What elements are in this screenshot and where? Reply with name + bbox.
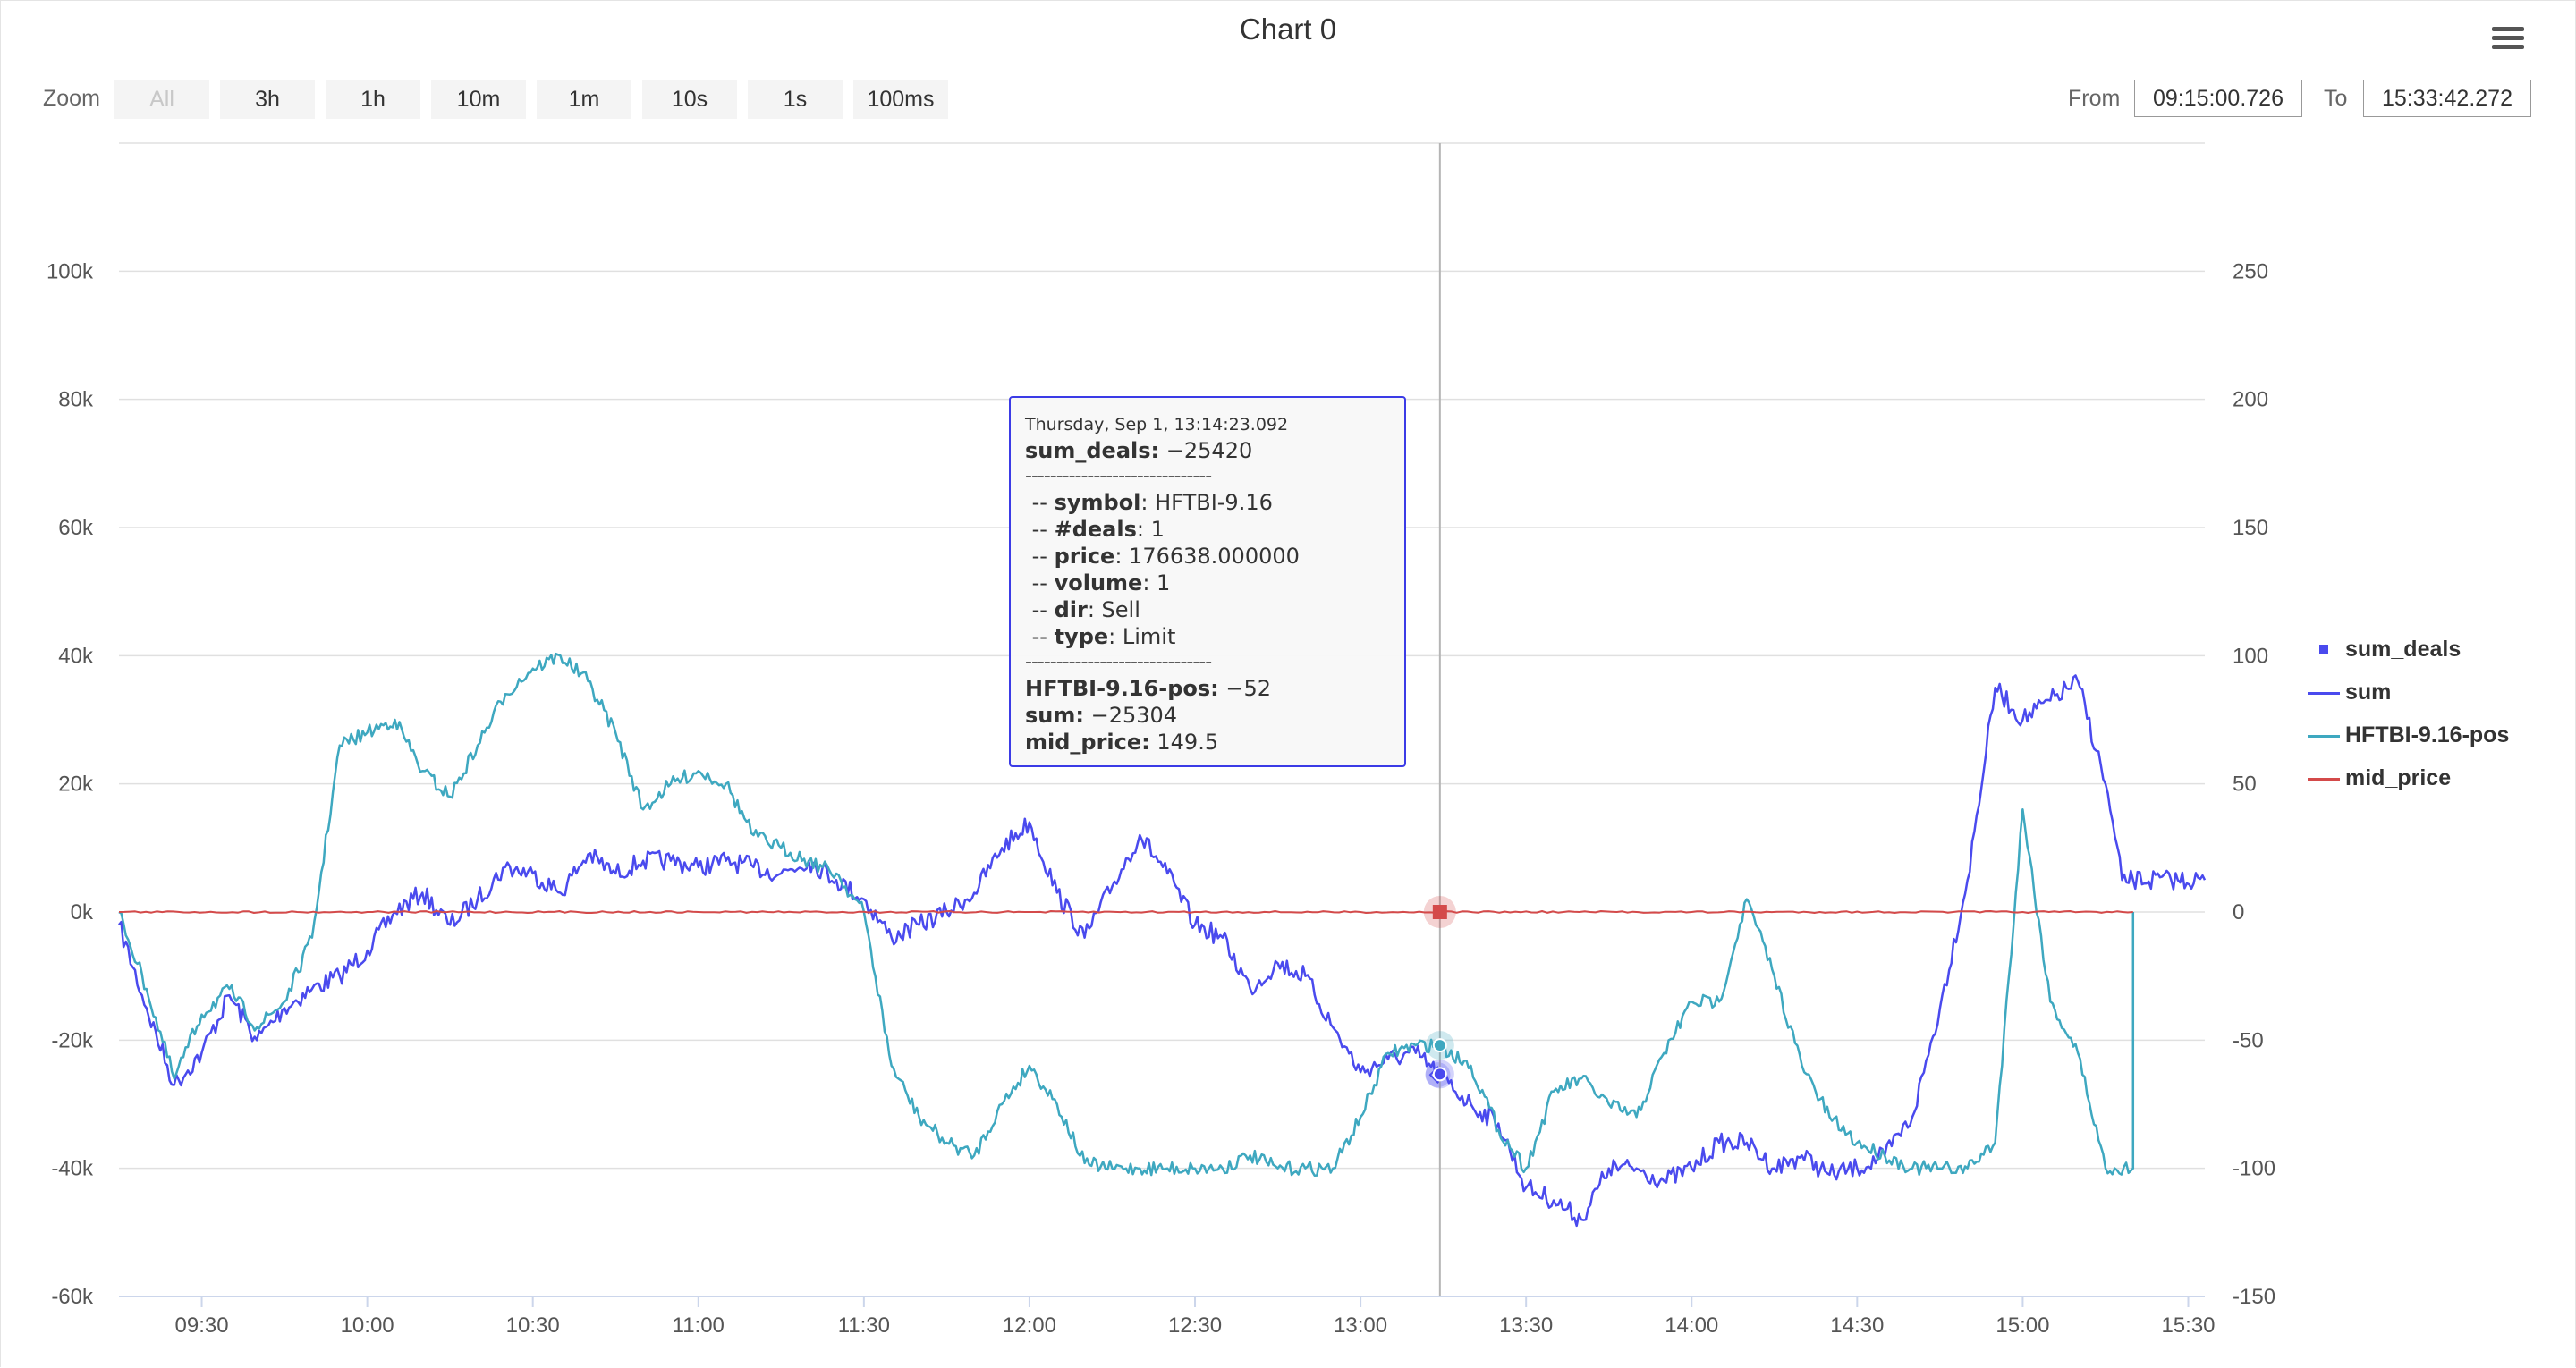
legend-label: mid_price <box>2345 765 2452 790</box>
tooltip-footer-value: −52 <box>1218 676 1272 701</box>
legend-label: sum_deals <box>2345 637 2462 662</box>
x-tick-label: 09:30 <box>175 1313 229 1338</box>
tooltip-field-value: : 1 <box>1142 570 1171 595</box>
legend-square-icon <box>2319 645 2328 654</box>
hamburger-menu-icon[interactable] <box>2492 27 2524 52</box>
legend-item-hftbi-9-16-pos[interactable]: HFTBI-9.16-pos <box>2308 719 2567 755</box>
y-right-tick-label: 0 <box>2233 900 2244 925</box>
tooltip-field-price: -- price: 176638.000000 <box>1025 544 1300 569</box>
y-right-tick-label: 50 <box>2233 773 2257 797</box>
tooltip-field-symbol: -- symbol: HFTBI-9.16 <box>1025 490 1273 515</box>
tooltip-footer-item: sum: −25304 <box>1025 702 1390 729</box>
tooltip-sum-deals-value: −25420 <box>1159 438 1253 463</box>
y-left-tick-label: 60k <box>58 516 94 540</box>
tooltip-field-label: type <box>1054 624 1109 649</box>
tooltip-field-value: : 176638.000000 <box>1114 544 1300 569</box>
zoom-label: Zoom <box>43 86 100 111</box>
tooltip-field-deals: -- #deals: 1 <box>1025 517 1165 542</box>
x-tick-label: 11:30 <box>838 1313 890 1338</box>
y-left-tick-label: -20k <box>51 1028 94 1052</box>
tooltip-footer-item: HFTBI-9.16-pos: −52 <box>1025 675 1390 702</box>
x-tick-label: 11:00 <box>673 1313 724 1338</box>
tooltip-field-dir: -- dir: Sell <box>1025 597 1140 622</box>
tooltip-footer-label: sum: <box>1025 703 1084 728</box>
y-left-tick-label: -40k <box>51 1157 94 1181</box>
zoom-button-3h[interactable]: 3h <box>220 80 315 119</box>
x-tick-label: 14:30 <box>1830 1313 1884 1338</box>
tooltip-date: Thursday, Sep 1, 13:14:23.092 <box>1025 415 1289 435</box>
zoom-button-10s[interactable]: 10s <box>642 80 737 119</box>
y-right-tick-label: -150 <box>2233 1285 2275 1309</box>
series-line-sum <box>118 674 2207 1228</box>
tooltip-field-label: symbol <box>1054 490 1141 515</box>
y-right-tick-label: 100 <box>2233 644 2268 668</box>
sum-point <box>1432 1067 1447 1082</box>
chart-title: Chart 0 <box>1239 13 1337 46</box>
x-tick-label: 13:30 <box>1499 1313 1553 1338</box>
tooltip-field-value: : 1 <box>1136 517 1165 542</box>
legend-label: sum <box>2345 680 2392 705</box>
y-right-tick-label: 200 <box>2233 388 2268 412</box>
legend-item-sum-deals[interactable]: sum_deals <box>2308 633 2567 669</box>
x-tick-label: 15:00 <box>1996 1313 2049 1338</box>
y-left-tick-label: 20k <box>58 773 94 797</box>
y-left-tick-label: 80k <box>58 388 94 412</box>
y-left-tick-label: 100k <box>47 259 94 283</box>
tooltip-field-label: volume <box>1054 570 1143 595</box>
y-right-tick-label: -50 <box>2233 1028 2264 1052</box>
x-tick-label: 12:30 <box>1168 1313 1222 1338</box>
x-tick-label: 13:00 <box>1334 1313 1387 1338</box>
y-left-tick-label: 0k <box>71 900 94 925</box>
x-tick-label: 10:00 <box>341 1313 394 1338</box>
x-tick-label: 10:30 <box>506 1313 560 1338</box>
tooltip-field-type: -- type: Limit <box>1025 624 1176 649</box>
from-input[interactable]: 09:15:00.726 <box>2134 80 2302 117</box>
series-line-hftbi-9-16-pos <box>118 652 2135 1177</box>
zoom-button-1s[interactable]: 1s <box>748 80 843 119</box>
tooltip-field-label: #deals <box>1054 517 1137 542</box>
y-right-tick-label: 250 <box>2233 259 2268 283</box>
legend-label: HFTBI-9.16-pos <box>2345 722 2510 747</box>
tooltip-sum-deals: sum_deals: −25420 <box>1025 437 1390 464</box>
tooltip-separator: ------------------------------ <box>1025 465 1212 487</box>
tooltip-field-volume: -- volume: 1 <box>1025 570 1171 595</box>
zoom-button-1h[interactable]: 1h <box>326 80 420 119</box>
y-right-tick-label: -100 <box>2233 1157 2275 1181</box>
tooltip-footer-label: mid_price: <box>1025 730 1150 755</box>
tooltip-sum-deals-label: sum_deals: <box>1025 438 1160 463</box>
legend-line-icon <box>2308 692 2340 695</box>
y-left-tick-label: 40k <box>58 644 94 668</box>
series-line-mid-price <box>118 910 2133 914</box>
legend-item-mid-price[interactable]: mid_price <box>2308 762 2567 798</box>
zoom-button-all[interactable]: All <box>114 80 209 119</box>
tooltip-footer-label: HFTBI-9.16-pos: <box>1025 676 1219 701</box>
x-tick-label: 14:00 <box>1665 1313 1718 1338</box>
legend-line-icon <box>2308 735 2340 738</box>
tooltip-field-value: : HFTBI-9.16 <box>1140 490 1273 515</box>
y-right-tick-label: 150 <box>2233 516 2268 540</box>
tooltip-footer-value: 149.5 <box>1149 730 1219 755</box>
data-tooltip: Thursday, Sep 1, 13:14:23.092 sum_deals:… <box>1009 396 1406 767</box>
position-point <box>1432 1038 1447 1053</box>
zoom-button-100ms[interactable]: 100ms <box>853 80 948 119</box>
to-input[interactable]: 15:33:42.272 <box>2363 80 2531 117</box>
tooltip-field-label: price <box>1054 544 1115 569</box>
tooltip-footer-value: −25304 <box>1083 703 1178 728</box>
legend-item-sum[interactable]: sum <box>2308 676 2567 712</box>
zoom-button-1m[interactable]: 1m <box>537 80 631 119</box>
y-left-tick-label: -60k <box>51 1285 94 1309</box>
tooltip-field-value: : Limit <box>1108 624 1176 649</box>
x-tick-label: 12:00 <box>1003 1313 1056 1338</box>
to-label: To <box>2324 86 2348 111</box>
tooltip-separator: ------------------------------ <box>1025 651 1212 673</box>
zoom-button-10m[interactable]: 10m <box>431 80 526 119</box>
from-label: From <box>2068 86 2121 111</box>
mid-price-point <box>1432 905 1447 919</box>
tooltip-field-value: : Sell <box>1087 597 1140 622</box>
tooltip-footer-item: mid_price: 149.5 <box>1025 729 1390 756</box>
x-tick-label: 15:30 <box>2161 1313 2215 1338</box>
legend-line-icon <box>2308 778 2340 781</box>
tooltip-field-label: dir <box>1054 597 1088 622</box>
